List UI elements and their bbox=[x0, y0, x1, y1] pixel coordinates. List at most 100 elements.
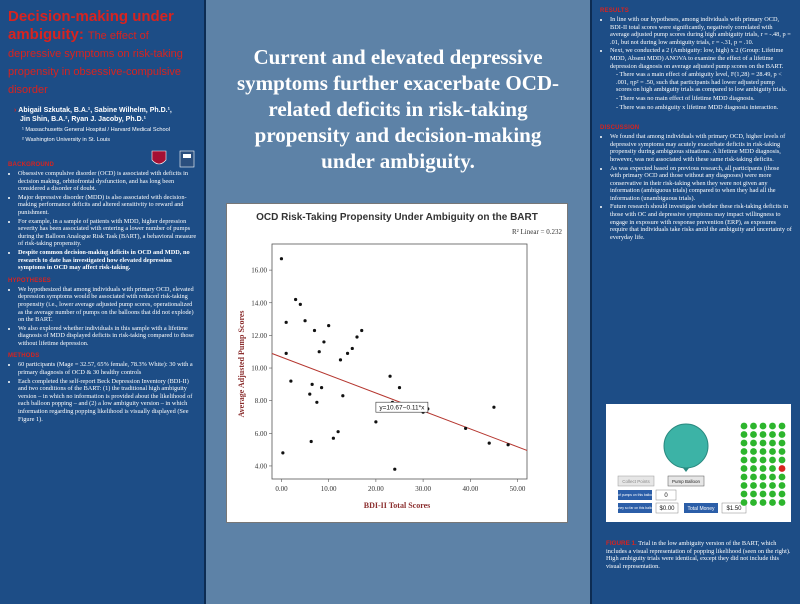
data-point bbox=[331, 436, 335, 440]
probability-dot bbox=[759, 473, 767, 481]
probability-dot bbox=[759, 499, 767, 506]
list-item: Next, we conducted a 2 (Ambiguity: low, … bbox=[610, 47, 792, 70]
caption-label: FIGURE 1. bbox=[606, 540, 637, 547]
probability-dot bbox=[769, 439, 776, 447]
data-point bbox=[487, 441, 491, 445]
discussion-heading: DISCUSSION bbox=[600, 125, 640, 132]
data-point bbox=[281, 451, 285, 455]
discussion-list: We found that among individuals with pri… bbox=[600, 133, 792, 241]
r2-label: R² Linear = 0.232 bbox=[512, 228, 562, 236]
data-point bbox=[310, 382, 314, 386]
probability-dot bbox=[778, 448, 786, 455]
probability-dot bbox=[759, 439, 767, 447]
y-tick-label: 14.00 bbox=[251, 299, 267, 307]
total-label: Total Money bbox=[688, 506, 715, 512]
list-item: We hypothesized that among individuals w… bbox=[18, 286, 198, 324]
list-item: Obsessive compulsive disorder (OCD) is a… bbox=[18, 170, 198, 193]
chart-svg: OCD Risk-Taking Propensity Under Ambigui… bbox=[237, 212, 562, 510]
list-item: - There was no ambiguity x lifetime MDD … bbox=[616, 103, 779, 111]
money-label: Money so far on this balloon bbox=[614, 506, 657, 510]
money-value: $0.00 bbox=[659, 506, 675, 512]
y-tick-label: 6.00 bbox=[255, 430, 268, 438]
poster-title: Decision-making under ambiguity: The eff… bbox=[8, 8, 183, 97]
data-point bbox=[338, 358, 343, 362]
probability-dot bbox=[759, 422, 767, 430]
x-tick-label: 50.00 bbox=[510, 485, 526, 493]
left-column: Decision-making under ambiguity: The eff… bbox=[0, 0, 206, 604]
balloon-knot-icon bbox=[683, 468, 689, 472]
probability-dot bbox=[769, 490, 776, 498]
data-point bbox=[506, 443, 510, 447]
probability-dot bbox=[750, 499, 757, 506]
data-point bbox=[492, 405, 496, 409]
data-point bbox=[317, 350, 321, 354]
middle-column: Current and elevated depressive symptoms… bbox=[206, 0, 590, 604]
caption-text: Trial in the low ambiguity version of th… bbox=[606, 540, 791, 570]
list-item: Major depressive disorder (MDD) is also … bbox=[18, 194, 198, 217]
probability-dot bbox=[740, 448, 748, 455]
data-point bbox=[309, 439, 313, 444]
probability-dot bbox=[769, 465, 776, 472]
probability-dot bbox=[750, 490, 757, 498]
probability-dot bbox=[759, 490, 767, 498]
bart-figure-svg: Collect Points Pump Balloon # of pumps o… bbox=[614, 422, 786, 514]
probability-dot bbox=[750, 482, 757, 489]
x-tick-label: 10.00 bbox=[321, 485, 337, 493]
list-item: Despite common decision-making deficits … bbox=[18, 249, 198, 272]
list-item: Each completed the self-report Beck Depr… bbox=[18, 378, 198, 424]
figure-caption: FIGURE 1. Trial in the low ambiguity ver… bbox=[606, 540, 794, 570]
data-point bbox=[345, 351, 350, 355]
pumps-label-box bbox=[618, 490, 652, 500]
x-tick-label: 20.00 bbox=[368, 485, 384, 493]
data-point bbox=[355, 335, 359, 339]
results-list: In line with our hypotheses, among indiv… bbox=[600, 16, 792, 70]
data-point bbox=[303, 319, 307, 323]
results-heading: RESULTS bbox=[600, 8, 629, 14]
pump-balloon-button[interactable] bbox=[667, 475, 705, 487]
list-item: We found that among individuals with pri… bbox=[610, 133, 792, 163]
data-point bbox=[298, 302, 302, 306]
scatter-chart: OCD Risk-Taking Propensity Under Ambigui… bbox=[226, 203, 568, 523]
x-tick-label: 30.00 bbox=[415, 485, 431, 493]
probability-dot bbox=[740, 473, 748, 481]
balloon-icon bbox=[663, 423, 709, 469]
list-item: Future research should investigate wheth… bbox=[610, 203, 792, 241]
probability-dot bbox=[740, 482, 748, 489]
data-point bbox=[360, 328, 364, 333]
pumps-label: # of pumps on this balloon bbox=[615, 493, 655, 497]
probability-dot bbox=[740, 490, 748, 498]
probability-dot bbox=[740, 431, 748, 438]
y-tick-label: 12.00 bbox=[251, 332, 267, 340]
probability-dot bbox=[750, 465, 757, 472]
chart-title: OCD Risk-Taking Propensity Under Ambigui… bbox=[256, 212, 538, 223]
results-sublist: - There was a main effect of ambiguity l… bbox=[600, 71, 792, 111]
data-point bbox=[350, 346, 354, 351]
probability-grid bbox=[740, 422, 786, 506]
plot-area: 0.00 10.00 20.00 30.00 40.00 50.00 4.00 6.00 8.0… bbox=[251, 243, 528, 493]
probability-dot bbox=[778, 490, 786, 498]
data-point bbox=[397, 386, 402, 390]
probability-dot bbox=[778, 431, 786, 438]
bart-figure: Collect Points Pump Balloon # of pumps o… bbox=[606, 404, 791, 522]
probability-dot bbox=[750, 422, 757, 430]
list-item: 60 participants (Mage = 32.57, 65% femal… bbox=[18, 361, 198, 376]
affiliation-1: ¹ Massachusetts General Hospital / Harva… bbox=[22, 127, 170, 133]
probability-dot bbox=[759, 431, 767, 438]
x-tick-label: 40.00 bbox=[462, 485, 478, 493]
y-tick-label: 4.00 bbox=[255, 462, 268, 470]
probability-dot bbox=[778, 439, 786, 447]
background-list: Obsessive compulsive disorder (OCD) is a… bbox=[8, 170, 198, 272]
probability-dot bbox=[769, 499, 776, 506]
y-axis-label: Average Adjusted Pump Scores bbox=[237, 310, 246, 417]
pumps-value: 0 bbox=[664, 493, 668, 499]
total-value-box bbox=[721, 502, 747, 514]
total-label-box bbox=[684, 503, 718, 513]
collect-points-button[interactable] bbox=[617, 475, 655, 487]
probability-dot bbox=[778, 482, 786, 489]
list-item: - There was a main effect of ambiguity l… bbox=[616, 71, 788, 94]
probability-dot bbox=[769, 473, 776, 481]
headline: Current and elevated depressive symptoms… bbox=[236, 45, 560, 173]
data-point bbox=[388, 374, 392, 378]
list-item: We also explored whether individuals in … bbox=[18, 325, 198, 348]
institution-logos bbox=[151, 150, 195, 168]
